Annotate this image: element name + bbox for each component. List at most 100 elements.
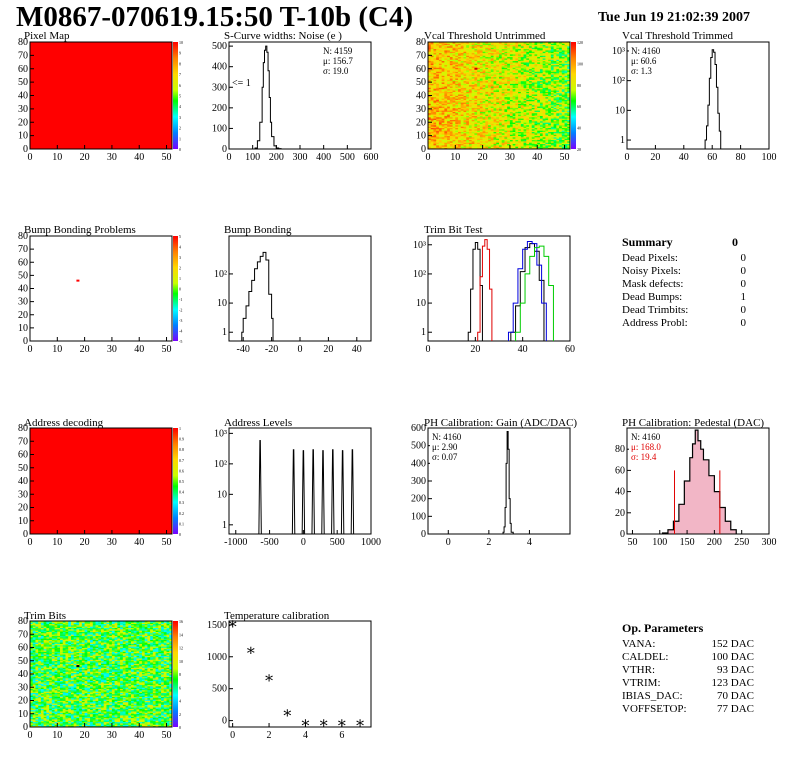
heat-cell bbox=[438, 138, 443, 141]
heat-cell bbox=[523, 146, 527, 149]
heat-cell bbox=[496, 139, 500, 142]
heat-cell bbox=[490, 63, 494, 66]
heat-cell bbox=[468, 146, 473, 149]
heat-cell bbox=[32, 624, 36, 627]
heat-cell bbox=[38, 658, 42, 660]
heat-cell bbox=[490, 55, 494, 58]
heat-cell bbox=[518, 44, 522, 47]
heat-cell bbox=[518, 63, 522, 66]
heat-cell bbox=[556, 132, 560, 135]
heat-cell bbox=[539, 140, 544, 143]
heat-cell bbox=[40, 705, 45, 708]
heat-cell bbox=[515, 74, 519, 76]
heat-cell bbox=[509, 100, 514, 103]
x-tick-label: 50 bbox=[162, 344, 172, 355]
heat-cell bbox=[452, 146, 456, 149]
heat-cell bbox=[550, 135, 555, 138]
heat-cell bbox=[529, 51, 533, 54]
heat-cell bbox=[548, 47, 552, 50]
summary-label: Dead Trimbits: bbox=[622, 304, 689, 316]
heat-cell bbox=[444, 103, 448, 106]
heat-cell bbox=[501, 132, 505, 135]
heat-cell bbox=[441, 44, 445, 47]
heat-cell bbox=[438, 119, 443, 122]
heat-cell bbox=[468, 91, 473, 94]
heat-cell bbox=[490, 68, 494, 71]
heat-cell bbox=[452, 108, 456, 111]
heat-cell bbox=[509, 72, 514, 75]
heat-cell bbox=[539, 104, 544, 107]
heat-cell bbox=[548, 143, 552, 146]
heat-cell bbox=[545, 136, 549, 139]
heat-cell bbox=[564, 99, 568, 102]
heat-cell bbox=[504, 68, 508, 71]
heat-cell bbox=[444, 87, 448, 90]
heat-cell bbox=[438, 110, 443, 112]
heat-cell bbox=[428, 135, 432, 138]
heat-cell bbox=[463, 62, 467, 64]
heat-cell bbox=[520, 74, 524, 76]
heat-cell bbox=[545, 68, 549, 71]
heat-cell bbox=[564, 142, 568, 145]
heat-cell bbox=[46, 646, 50, 648]
heat-cell bbox=[537, 78, 541, 80]
heat-cell bbox=[428, 43, 432, 46]
heat-cell bbox=[539, 115, 544, 118]
heat-cell bbox=[438, 79, 443, 82]
heat-cell bbox=[452, 143, 456, 146]
heat-cell bbox=[526, 72, 530, 75]
heat-cell bbox=[444, 56, 448, 59]
heat-cell bbox=[430, 122, 434, 124]
heat-cell bbox=[482, 42, 486, 44]
heat-cell bbox=[447, 80, 451, 83]
heat-cell bbox=[438, 58, 443, 60]
heat-cell bbox=[531, 87, 535, 90]
heat-cell bbox=[545, 91, 549, 94]
heat-cell bbox=[468, 59, 473, 62]
heat-cell bbox=[485, 111, 489, 114]
heat-cell bbox=[46, 720, 50, 723]
heat-cell bbox=[40, 693, 45, 696]
heat-cell bbox=[520, 58, 524, 60]
heat-cell bbox=[553, 122, 557, 124]
heat-cell bbox=[46, 719, 50, 721]
heat-cell bbox=[501, 70, 505, 72]
heat-cell bbox=[529, 144, 533, 147]
heat-cell bbox=[548, 67, 552, 70]
heat-cell bbox=[556, 95, 560, 98]
heat-cell bbox=[463, 56, 467, 59]
heat-cell bbox=[43, 623, 47, 626]
heat-cell bbox=[539, 94, 544, 96]
heat-cell bbox=[466, 60, 470, 63]
heat-cell bbox=[553, 43, 557, 46]
heat-cell bbox=[523, 112, 527, 115]
heat-cell bbox=[520, 50, 524, 52]
heat-cell bbox=[499, 118, 503, 120]
heat-cell bbox=[523, 84, 527, 87]
heat-cell bbox=[477, 42, 481, 44]
heat-cell bbox=[466, 79, 470, 82]
heat-cell bbox=[46, 697, 50, 700]
heat-cell bbox=[474, 63, 478, 66]
heat-cell bbox=[463, 116, 467, 119]
heat-cell bbox=[564, 106, 568, 108]
heat-cell bbox=[542, 92, 546, 95]
heat-cell bbox=[430, 140, 434, 143]
heat-cell bbox=[447, 99, 451, 102]
heat-cell bbox=[444, 68, 448, 71]
heat-cell bbox=[550, 126, 555, 128]
heat-cell bbox=[441, 46, 445, 48]
heat-cell bbox=[559, 96, 563, 99]
heat-cell bbox=[548, 95, 552, 98]
heat-cell bbox=[556, 88, 560, 91]
heat-cell bbox=[493, 106, 497, 108]
heat-cell bbox=[455, 78, 459, 80]
heat-cell bbox=[479, 82, 484, 84]
heat-cell bbox=[49, 711, 53, 713]
heat-cell bbox=[504, 107, 508, 110]
heat-cell bbox=[466, 107, 470, 110]
heat-cell bbox=[520, 95, 524, 98]
heat-cell bbox=[539, 83, 544, 86]
heat-cell bbox=[441, 124, 445, 127]
